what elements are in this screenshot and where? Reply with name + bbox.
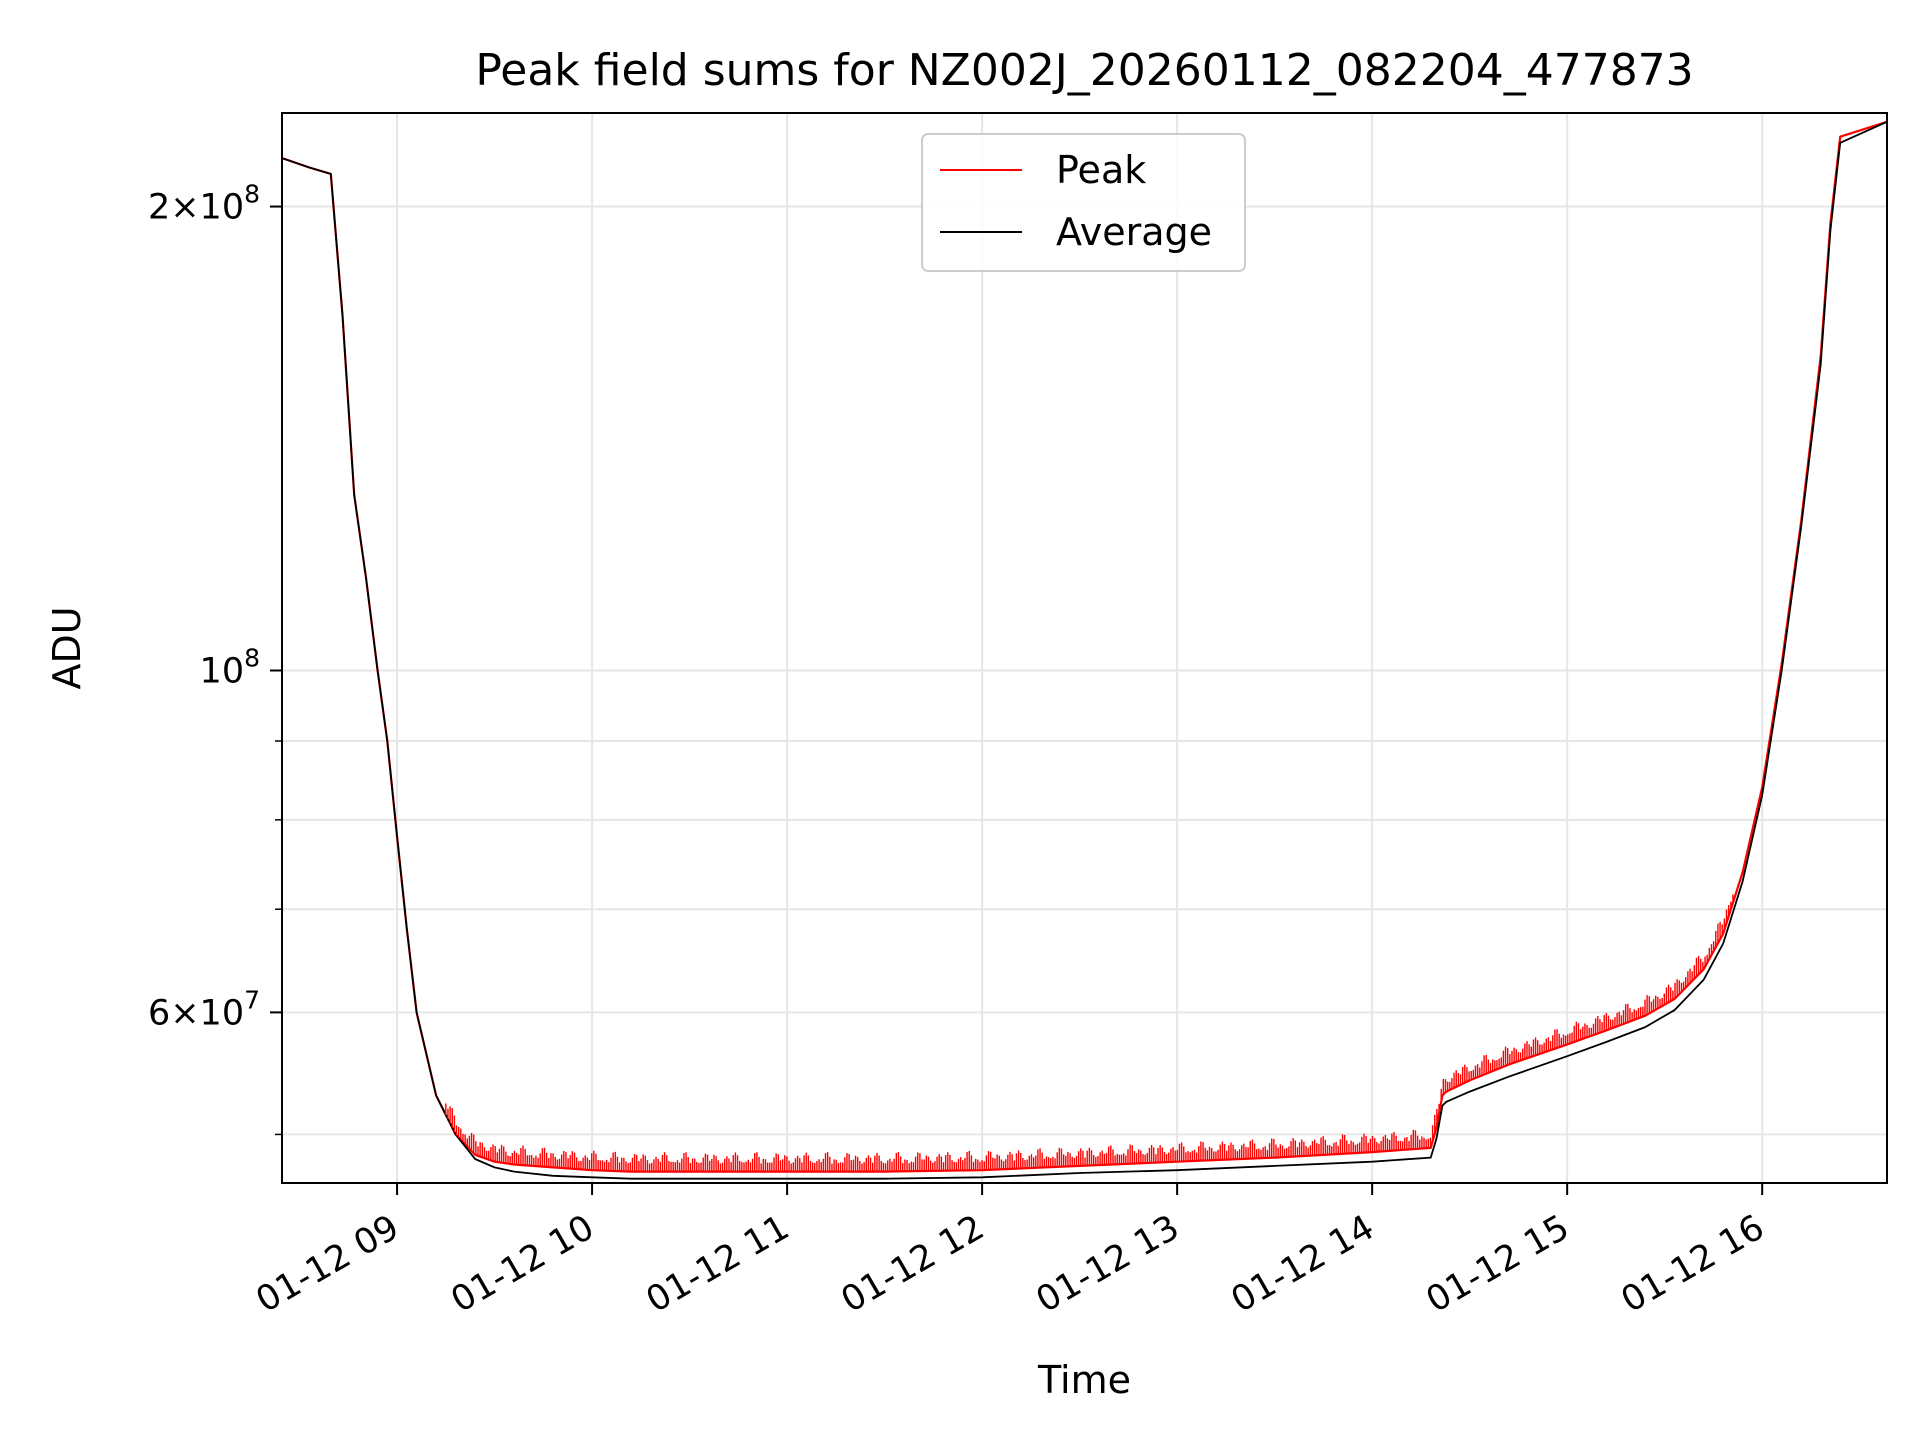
y-tick-label: 2×108: [148, 180, 260, 228]
chart-title: Peak field sums for NZ002J_20260112_0822…: [475, 45, 1693, 96]
legend-label-average: Average: [1056, 210, 1212, 254]
y-axis-label: ADU: [45, 606, 89, 689]
series-line-average: [282, 120, 1887, 1180]
legend-label-peak: Peak: [1056, 148, 1146, 192]
legend-box: [921, 133, 1246, 272]
peak-spikes: [445, 894, 1734, 1172]
y-tick-label: 6×107: [148, 985, 260, 1033]
x-axis-label: Time: [1037, 1358, 1131, 1402]
axes-frame: [281, 112, 1888, 1184]
y-tick-label: 108: [200, 643, 260, 691]
plot-series: [282, 120, 1887, 1180]
legend: Peak Average: [921, 133, 1246, 272]
